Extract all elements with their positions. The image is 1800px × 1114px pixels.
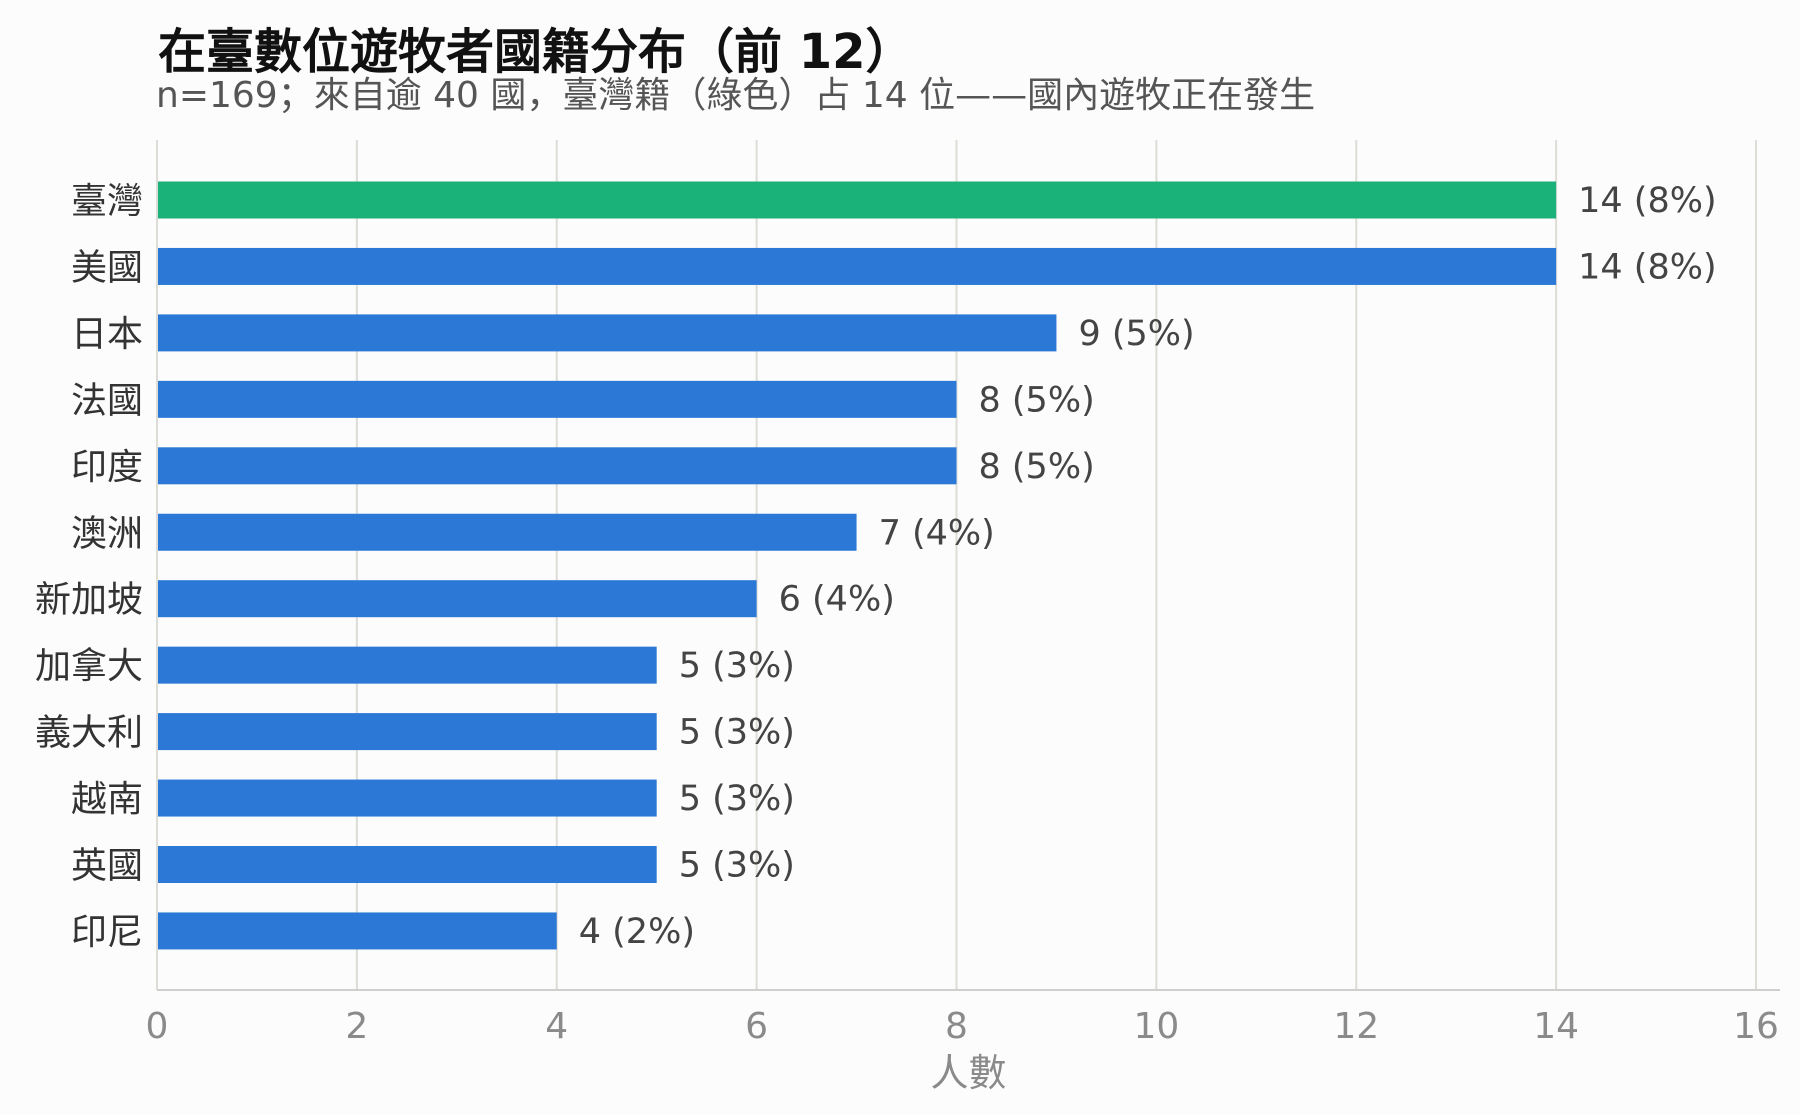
data-label: 5 (3%) — [679, 713, 795, 753]
category-label: 印尼 — [71, 912, 143, 953]
bar — [158, 447, 957, 485]
bar — [158, 846, 657, 883]
bar — [158, 314, 1057, 352]
x-tick-label: 6 — [745, 1006, 768, 1047]
category-label: 美國 — [71, 247, 143, 288]
data-label: 8 (5%) — [979, 447, 1095, 487]
bar — [158, 580, 757, 618]
bar — [158, 380, 957, 418]
bar — [158, 181, 1557, 219]
data-label: 8 (5%) — [979, 380, 1095, 420]
category-label: 日本 — [71, 314, 143, 355]
bar — [158, 713, 657, 751]
data-label: 14 (8%) — [1578, 181, 1717, 221]
data-label: 7 (4%) — [879, 513, 995, 553]
data-label: 5 (3%) — [679, 646, 795, 686]
category-label: 越南 — [71, 779, 143, 820]
category-label: 澳洲 — [71, 513, 143, 554]
data-label: 14 (8%) — [1578, 247, 1717, 287]
bar — [158, 513, 857, 551]
bars — [158, 181, 1557, 950]
category-label: 義大利 — [35, 713, 143, 754]
data-label: 6 (4%) — [779, 580, 895, 620]
chart-title: 在臺數位遊牧者國籍分布（前 12） — [158, 24, 914, 80]
x-tick-label: 8 — [945, 1006, 968, 1047]
bar — [158, 912, 557, 950]
category-label: 新加坡 — [35, 580, 143, 621]
category-label: 印度 — [71, 447, 143, 488]
x-tick-label: 0 — [146, 1006, 169, 1047]
x-tick-label: 2 — [345, 1006, 368, 1047]
x-tick-label: 16 — [1733, 1006, 1779, 1047]
category-label: 臺灣 — [71, 181, 143, 222]
category-label: 英國 — [71, 846, 143, 887]
data-label: 4 (2%) — [579, 912, 695, 952]
data-label: 9 (5%) — [1078, 314, 1194, 354]
x-axis: 0 2 4 6 8 10 12 14 16 — [146, 989, 1780, 1047]
category-label: 法國 — [71, 380, 143, 421]
x-tick-label: 10 — [1133, 1006, 1179, 1047]
x-axis-title: 人數 — [930, 1051, 1006, 1095]
bar — [158, 646, 657, 684]
chart-subtitle: n=169；來自逾 40 國，臺灣籍（綠色）占 14 位——國內遊牧正在發生 — [156, 75, 1316, 116]
x-tick-label: 12 — [1333, 1006, 1379, 1047]
bar — [158, 247, 1557, 285]
bar — [158, 779, 657, 817]
data-label: 5 (3%) — [679, 846, 795, 886]
x-tick-label: 14 — [1533, 1006, 1579, 1047]
x-tick-label: 4 — [545, 1006, 568, 1047]
value-labels: 14 (8%) 14 (8%) 9 (5%) 8 (5%) 8 (5%) 7 (4%) 6 … — [579, 181, 1717, 952]
category-label: 加拿大 — [35, 646, 143, 687]
data-label: 5 (3%) — [679, 779, 795, 819]
